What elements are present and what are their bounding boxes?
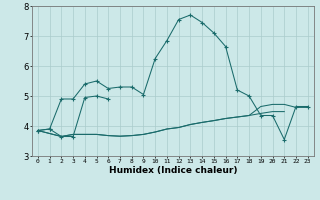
X-axis label: Humidex (Indice chaleur): Humidex (Indice chaleur) (108, 166, 237, 175)
